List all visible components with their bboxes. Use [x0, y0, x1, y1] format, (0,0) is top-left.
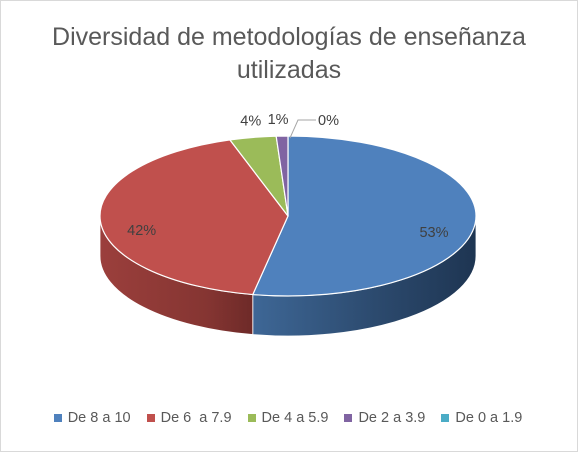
data-label-de-4-a-5-9: 4% — [240, 113, 261, 129]
chart-title: Diversidad de metodologías de enseñanza … — [1, 21, 577, 87]
leader-line-de-0-a-1-9 — [289, 119, 316, 139]
data-label-de-8-a-10: 53% — [419, 225, 448, 241]
pie-slice-de-8-a-10 — [252, 135, 477, 297]
chart-title-line-2: utilizadas — [236, 56, 342, 84]
legend-item-de-8-a-10: De 8 a 10 — [53, 410, 131, 426]
legend-item-de-2-a-3-9: De 2 a 3.9 — [344, 410, 425, 426]
legend-swatch-de-4-a-5-9 — [247, 414, 256, 422]
legend-swatch-de-8-a-10 — [53, 414, 62, 422]
legend-label-de-6-a-7-9: De 6 a 7.9 — [160, 410, 232, 426]
chart-legend: De 8 a 10 De 6 a 7.9 De 4 a 5.9 De 2 a 3.9 D… — [0, 410, 576, 426]
pie-slice-de-2-a-3-9 — [275, 135, 289, 217]
pie-tops — [99, 135, 477, 297]
legend-item-de-4-a-5-9: De 4 a 5.9 — [247, 410, 329, 426]
data-label-de-0-a-1-9: 0% — [318, 113, 339, 129]
legend-item-de-6-a-7-9: De 6 a 7.9 — [146, 410, 232, 426]
chart-title-line-1: Diversidad de metodologías de enseñanza — [52, 23, 526, 51]
legend-swatch-de-6-a-7-9 — [146, 414, 155, 422]
data-label-de-6-a-7-9: 42% — [127, 223, 156, 239]
legend-label-de-0-a-1-9: De 0 a 1.9 — [455, 410, 523, 426]
pie-leader-lines — [289, 119, 316, 139]
legend-label-de-8-a-10: De 8 a 10 — [67, 410, 131, 426]
pie-data-labels: 53% 42% 4% 1% 0% — [127, 112, 448, 241]
legend-item-de-0-a-1-9: De 0 a 1.9 — [441, 410, 522, 426]
pie-slice-de-6-a-7-9 — [99, 139, 289, 296]
legend-swatch-de-0-a-1-9 — [441, 414, 450, 422]
legend-swatch-de-2-a-3-9 — [344, 414, 353, 422]
legend-label-de-2-a-3-9: De 2 a 3.9 — [358, 410, 426, 426]
data-label-de-2-a-3-9: 1% — [268, 112, 289, 128]
legend-label-de-4-a-5-9: De 4 a 5.9 — [261, 410, 329, 426]
